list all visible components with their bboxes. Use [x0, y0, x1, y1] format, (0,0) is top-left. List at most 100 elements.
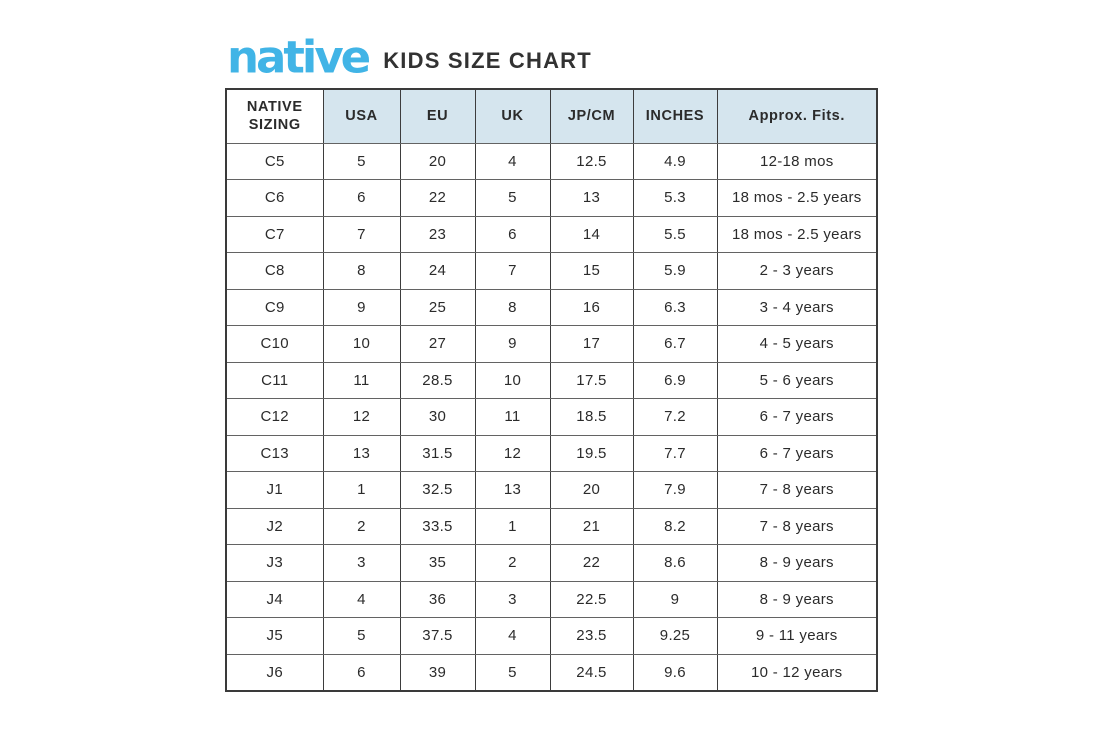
- table-cell-approx-fits: 12-18 mos: [716, 142, 878, 180]
- content-area: native KIDS SIZE CHART NATIVE SIZING USA…: [225, 34, 878, 692]
- table-cell-native-sizing: J2: [225, 507, 324, 545]
- table-cell-native-sizing: J1: [225, 471, 324, 509]
- table-row: J5 5 37.5 4 23.5 9.25 9 - 11 years: [225, 617, 878, 655]
- table-row: J2 2 33.5 1 21 8.2 7 - 8 years: [225, 507, 878, 545]
- table-cell-native-sizing: C10: [225, 325, 324, 363]
- table-cell-native-sizing: C8: [225, 252, 324, 290]
- table-cell-uk: 1: [474, 507, 551, 545]
- table-cell-usa: 11: [322, 361, 401, 399]
- table-cell-inches: 7.2: [632, 398, 718, 436]
- table-cell-native-sizing: J4: [225, 580, 324, 618]
- column-header-uk: UK: [474, 88, 551, 144]
- column-header-usa: USA: [322, 88, 401, 144]
- table-cell-uk: 12: [474, 434, 551, 472]
- table-cell-usa: 8: [322, 252, 401, 290]
- table-cell-uk: 8: [474, 288, 551, 326]
- table-cell-approx-fits: 9 - 11 years: [716, 617, 878, 655]
- table-cell-inches: 9.6: [632, 653, 718, 691]
- table-cell-native-sizing: J5: [225, 617, 324, 655]
- table-cell-jp-cm: 22: [549, 544, 634, 582]
- page-title: KIDS SIZE CHART: [383, 48, 592, 73]
- table-cell-approx-fits: 7 - 8 years: [716, 507, 878, 545]
- table-cell-native-sizing: J3: [225, 544, 324, 582]
- table-cell-usa: 5: [322, 617, 401, 655]
- page-header: native KIDS SIZE CHART: [225, 34, 878, 82]
- table-cell-inches: 9.25: [632, 617, 718, 655]
- table-cell-usa: 7: [322, 215, 401, 253]
- column-header-native-sizing: NATIVE SIZING: [225, 88, 324, 144]
- table-cell-native-sizing: C13: [225, 434, 324, 472]
- table-cell-inches: 5.5: [632, 215, 718, 253]
- table-cell-eu: 31.5: [399, 434, 476, 472]
- table-cell-eu: 27: [399, 325, 476, 363]
- table-row: C12 12 30 11 18.5 7.2 6 - 7 years: [225, 398, 878, 436]
- table-row: C7 7 23 6 14 5.5 18 mos - 2.5 years: [225, 215, 878, 253]
- table-cell-approx-fits: 8 - 9 years: [716, 580, 878, 618]
- table-cell-inches: 6.9: [632, 361, 718, 399]
- table-row: J1 1 32.5 13 20 7.9 7 - 8 years: [225, 471, 878, 509]
- table-cell-inches: 6.3: [632, 288, 718, 326]
- table-row: C13 13 31.5 12 19.5 7.7 6 - 7 years: [225, 434, 878, 472]
- table-cell-uk: 11: [474, 398, 551, 436]
- table-cell-usa: 4: [322, 580, 401, 618]
- table-cell-usa: 9: [322, 288, 401, 326]
- column-header-jp-cm: JP/CM: [549, 88, 634, 144]
- table-cell-jp-cm: 24.5: [549, 653, 634, 691]
- table-cell-approx-fits: 6 - 7 years: [716, 434, 878, 472]
- table-row: C8 8 24 7 15 5.9 2 - 3 years: [225, 252, 878, 290]
- table-body: C5 5 20 4 12.5 4.9 12-18 mos C6 6 22 5 13 5.3 18 mos …: [225, 142, 878, 691]
- table-cell-inches: 9: [632, 580, 718, 618]
- table-cell-eu: 39: [399, 653, 476, 691]
- table-cell-approx-fits: 6 - 7 years: [716, 398, 878, 436]
- table-cell-jp-cm: 15: [549, 252, 634, 290]
- table-cell-inches: 7.7: [632, 434, 718, 472]
- table-cell-approx-fits: 3 - 4 years: [716, 288, 878, 326]
- column-header-inches: INCHES: [632, 88, 718, 144]
- table-cell-uk: 9: [474, 325, 551, 363]
- table-cell-uk: 7: [474, 252, 551, 290]
- table-row: J6 6 39 5 24.5 9.6 10 - 12 years: [225, 653, 878, 691]
- table-cell-approx-fits: 4 - 5 years: [716, 325, 878, 363]
- table-cell-jp-cm: 22.5: [549, 580, 634, 618]
- table-cell-uk: 4: [474, 617, 551, 655]
- table-cell-eu: 35: [399, 544, 476, 582]
- native-logo: native: [227, 31, 371, 84]
- table-cell-uk: 5: [474, 179, 551, 217]
- table-cell-native-sizing: C9: [225, 288, 324, 326]
- table-cell-eu: 33.5: [399, 507, 476, 545]
- table-cell-jp-cm: 17.5: [549, 361, 634, 399]
- table-cell-eu: 37.5: [399, 617, 476, 655]
- table-cell-inches: 6.7: [632, 325, 718, 363]
- table-cell-approx-fits: 18 mos - 2.5 years: [716, 179, 878, 217]
- table-cell-uk: 13: [474, 471, 551, 509]
- table-row: C10 10 27 9 17 6.7 4 - 5 years: [225, 325, 878, 363]
- table-cell-native-sizing: J6: [225, 653, 324, 691]
- table-cell-inches: 8.2: [632, 507, 718, 545]
- table-cell-inches: 5.9: [632, 252, 718, 290]
- table-cell-eu: 22: [399, 179, 476, 217]
- table-cell-usa: 6: [322, 653, 401, 691]
- column-header-eu: EU: [399, 88, 476, 144]
- table-cell-approx-fits: 7 - 8 years: [716, 471, 878, 509]
- table-cell-inches: 5.3: [632, 179, 718, 217]
- table-cell-approx-fits: 18 mos - 2.5 years: [716, 215, 878, 253]
- table-cell-inches: 8.6: [632, 544, 718, 582]
- table-cell-eu: 30: [399, 398, 476, 436]
- table-cell-usa: 10: [322, 325, 401, 363]
- table-cell-usa: 12: [322, 398, 401, 436]
- table-cell-eu: 23: [399, 215, 476, 253]
- table-cell-usa: 2: [322, 507, 401, 545]
- column-header-approx-fits: Approx. Fits.: [716, 88, 878, 144]
- table-cell-inches: 4.9: [632, 142, 718, 180]
- table-cell-uk: 5: [474, 653, 551, 691]
- table-cell-jp-cm: 18.5: [549, 398, 634, 436]
- table-cell-approx-fits: 2 - 3 years: [716, 252, 878, 290]
- table-cell-jp-cm: 14: [549, 215, 634, 253]
- table-cell-usa: 6: [322, 179, 401, 217]
- table-row: J4 4 36 3 22.5 9 8 - 9 years: [225, 580, 878, 618]
- table-cell-uk: 10: [474, 361, 551, 399]
- table-cell-usa: 13: [322, 434, 401, 472]
- table-row: C5 5 20 4 12.5 4.9 12-18 mos: [225, 142, 878, 180]
- table-cell-approx-fits: 8 - 9 years: [716, 544, 878, 582]
- table-cell-native-sizing: C6: [225, 179, 324, 217]
